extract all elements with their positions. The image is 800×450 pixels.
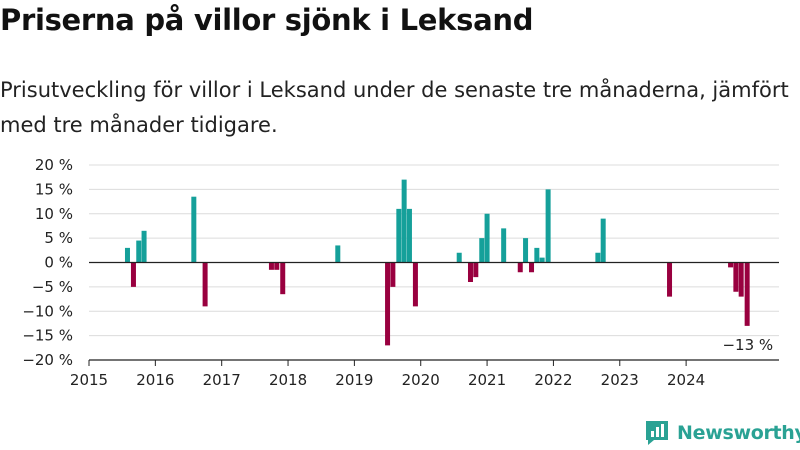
y-tick-label: 5 % xyxy=(44,229,73,247)
bar xyxy=(473,262,479,278)
bar xyxy=(600,218,606,263)
y-tick-label: 20 % xyxy=(35,156,73,174)
brand: Newsworthy xyxy=(644,419,800,447)
x-tick-label: 2016 xyxy=(136,371,174,389)
x-tick-label: 2020 xyxy=(402,371,440,389)
bar xyxy=(130,262,136,287)
bar xyxy=(406,208,412,263)
chart-title: Priserna på villor sjönk i Leksand xyxy=(0,3,534,37)
chart-subtitle: Prisutveckling för villor i Leksand unde… xyxy=(0,78,789,137)
bar xyxy=(390,262,396,287)
y-tick-label: 0 % xyxy=(44,254,73,272)
bar xyxy=(667,262,673,297)
x-tick-label: 2015 xyxy=(70,371,108,389)
bar xyxy=(534,247,540,263)
bar xyxy=(191,196,197,263)
x-tick-label: 2023 xyxy=(601,371,639,389)
bar xyxy=(484,213,490,263)
bar xyxy=(274,262,280,270)
bar xyxy=(744,262,750,326)
bar xyxy=(202,262,208,307)
x-tick-label: 2018 xyxy=(269,371,307,389)
bar xyxy=(456,252,462,263)
bar xyxy=(141,230,147,263)
x-tick-label: 2022 xyxy=(534,371,572,389)
bar xyxy=(529,262,535,273)
bar xyxy=(728,262,734,268)
bar xyxy=(335,245,341,263)
data-label: −13 % xyxy=(722,336,773,354)
x-tick-label: 2017 xyxy=(203,371,241,389)
newsworthy-logo-icon xyxy=(646,421,668,445)
bar xyxy=(595,252,601,263)
bar xyxy=(136,240,142,263)
bar xyxy=(268,262,274,270)
bar xyxy=(539,257,545,263)
bar xyxy=(467,262,473,282)
x-tick-label: 2021 xyxy=(468,371,506,389)
bar xyxy=(517,262,523,273)
x-tick-label: 2019 xyxy=(335,371,373,389)
bar xyxy=(523,238,529,263)
bar xyxy=(479,238,485,263)
y-tick-label: 15 % xyxy=(35,180,73,198)
x-tick-label: 2024 xyxy=(667,371,705,389)
y-tick-label: −20 % xyxy=(22,351,73,369)
bar xyxy=(124,247,130,263)
bar xyxy=(545,189,551,263)
bar xyxy=(396,208,402,263)
y-tick-label: −15 % xyxy=(22,327,73,345)
bar xyxy=(412,262,418,307)
bar xyxy=(733,262,739,292)
bar xyxy=(501,228,507,263)
bar xyxy=(280,262,286,295)
y-tick-label: −10 % xyxy=(22,302,73,320)
bar xyxy=(738,262,744,297)
bar xyxy=(385,262,391,346)
y-tick-label: −5 % xyxy=(32,278,73,296)
brand-name: Newsworthy xyxy=(677,422,800,444)
y-tick-label: 10 % xyxy=(35,205,73,223)
bar xyxy=(401,179,407,263)
